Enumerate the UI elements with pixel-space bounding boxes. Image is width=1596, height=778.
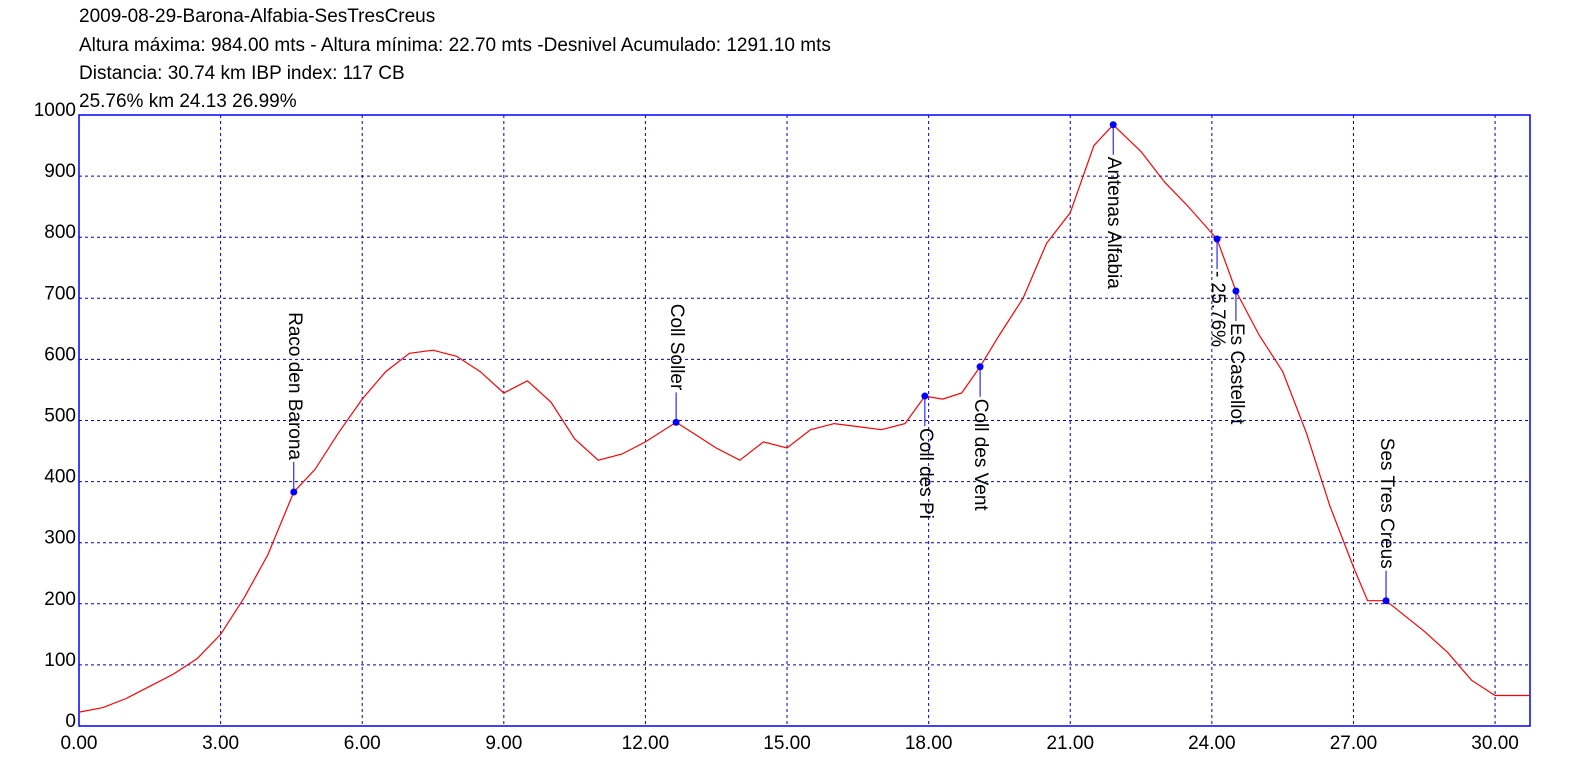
waypoint-label: Coll des Pi (915, 428, 936, 519)
waypoint (290, 488, 298, 496)
y-tick-label: 400 (44, 467, 76, 488)
waypoint-label: Antenas Alfabia (1103, 157, 1124, 289)
x-tick-label: 0.00 (61, 733, 98, 754)
waypoint (672, 418, 680, 426)
elevation-line (78, 123, 1530, 713)
chart-title: 2009-08-29-Barona-Alfabia-SesTresCreus (79, 6, 435, 27)
waypoint (1213, 235, 1221, 243)
waypoint-label: - 25.76% (1207, 271, 1228, 347)
subtitle: 25.76% km 24.13 26.99% (79, 91, 297, 112)
waypoint-label: Coll Soller (666, 304, 687, 391)
waypoint-label: Ses Tres Creus (1376, 438, 1397, 569)
waypoint-label: Coll des Vent (970, 399, 991, 512)
waypoint (976, 363, 984, 371)
y-tick-label: 1000 (34, 100, 76, 121)
waypoint (1382, 597, 1390, 605)
x-tick-label: 24.00 (1188, 733, 1236, 754)
x-tick-label: 3.00 (202, 733, 239, 754)
y-tick-label: 600 (44, 344, 76, 365)
plot-border (78, 114, 1531, 727)
x-tick-label: 15.00 (763, 733, 811, 754)
x-tick-label: 27.00 (1330, 733, 1378, 754)
x-tick-label: 12.00 (622, 733, 670, 754)
x-tick-label: 30.00 (1471, 733, 1519, 754)
waypoint (1232, 287, 1240, 295)
y-tick-label: 800 (44, 222, 76, 243)
y-tick-label: 200 (44, 589, 76, 610)
waypoint-label: Raco den Barona (284, 312, 305, 460)
y-tick-label: 900 (44, 161, 76, 182)
waypoint (921, 392, 929, 400)
x-tick-label: 9.00 (485, 733, 522, 754)
waypoint (1109, 121, 1117, 129)
waypoint-label: Es Castellot (1226, 323, 1247, 425)
x-tick-label: 21.00 (1046, 733, 1094, 754)
subtitle: Distancia: 30.74 km IBP index: 117 CB (79, 63, 405, 84)
y-tick-label: 500 (44, 406, 76, 427)
y-tick-label: 100 (44, 650, 76, 671)
x-tick-label: 6.00 (344, 733, 381, 754)
y-tick-label: 0 (65, 711, 76, 732)
subtitle: Altura máxima: 984.00 mts - Altura mínim… (79, 35, 831, 56)
x-tick-label: 18.00 (905, 733, 953, 754)
y-tick-label: 700 (44, 283, 76, 304)
y-tick-label: 300 (44, 528, 76, 549)
